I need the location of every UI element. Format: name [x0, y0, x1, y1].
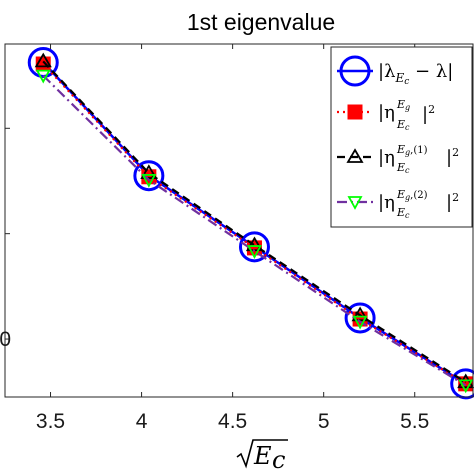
data-point-triangle-up: [140, 164, 158, 179]
series-4: [35, 69, 474, 394]
data-point-triangle-up: [346, 148, 364, 163]
data-point-triangle-down: [352, 315, 368, 330]
x-tick-label: 4: [136, 410, 148, 433]
legend-label: |η Eg,(2) Ec|2: [378, 188, 459, 220]
data-point-circle: [339, 55, 371, 87]
plot-area: [27, 46, 474, 400]
legend-entry-3: |η Eg,(1) Ec|2: [337, 143, 459, 175]
legend-entry-4: |η Eg,(2) Ec|2: [337, 188, 459, 220]
series-line: [42, 63, 467, 385]
data-point-circle: [133, 160, 165, 192]
legend-entry-2: |η Eg Ec|2: [337, 98, 435, 132]
axes-box: [4, 43, 474, 398]
series-line: [42, 74, 467, 387]
legend-label: |η Eg,(1) Ec|2: [378, 143, 459, 175]
data-point-triangle-up: [34, 52, 52, 68]
data-point-triangle-down: [246, 245, 262, 259]
chart-title: 1st eigenvalue: [187, 9, 335, 35]
legend-label: |λEc − λ|: [378, 61, 453, 87]
svg-text:E: E: [253, 442, 272, 470]
data-point-triangle-down: [35, 69, 51, 84]
legend-label: |η Eg Ec|2: [378, 98, 435, 132]
x-tick-label: 3.5: [36, 410, 65, 433]
data-point-triangle-down: [458, 379, 474, 394]
data-point-triangle-down: [141, 174, 157, 188]
x-axis: 3.5 4 4.5 5 5.5: [36, 44, 429, 433]
data-point-triangle-up: [351, 306, 369, 322]
x-axis-label: E c: [236, 439, 288, 474]
svg-text:c: c: [272, 446, 285, 474]
legend: |λEc − λ| |η Eg Ec|2 |η Eg,(1) Ec|2 |η Eg,(2) Ec|…: [330, 46, 473, 228]
data-point-circle: [344, 302, 376, 334]
data-point-triangle-down: [347, 196, 363, 210]
y-tick-label: -10: [0, 328, 11, 351]
legend-entry-1: |λEc − λ|: [337, 55, 453, 87]
x-tick-label: 5: [318, 410, 330, 433]
data-point-square: [347, 104, 363, 120]
data-point-circle: [450, 368, 474, 400]
x-tick-label: 4.5: [218, 410, 247, 433]
data-point-circle: [238, 231, 270, 263]
y-axis: -6-8-10: [0, 127, 11, 351]
sqrt-symbol-icon: [236, 439, 288, 469]
x-tick-label: 5.5: [400, 410, 429, 433]
